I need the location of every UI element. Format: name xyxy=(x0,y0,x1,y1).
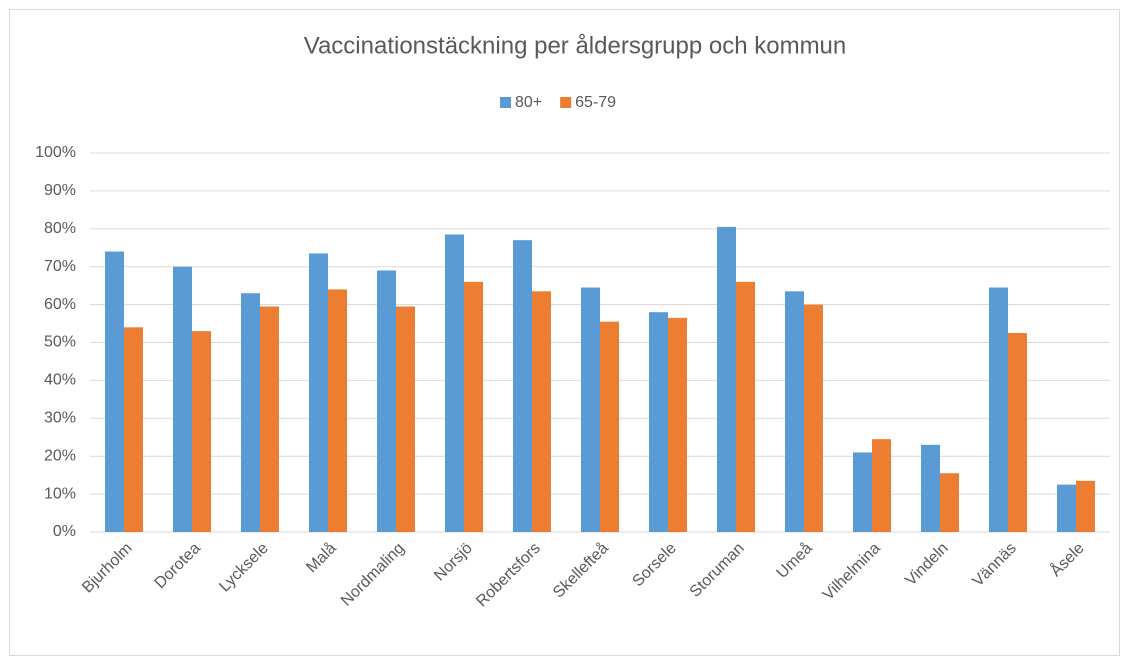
y-tick-label: 50% xyxy=(44,334,76,351)
bar xyxy=(1076,480,1095,532)
y-tick-label: 70% xyxy=(44,258,76,275)
bar xyxy=(192,331,211,532)
legend-swatch xyxy=(500,97,511,108)
y-tick-label: 30% xyxy=(44,410,76,427)
bar xyxy=(377,270,396,532)
y-tick-label: 40% xyxy=(44,372,76,389)
y-tick-label: 10% xyxy=(44,485,76,502)
legend-label: 80+ xyxy=(515,94,542,111)
bar xyxy=(105,251,124,533)
bar xyxy=(260,306,279,532)
bar xyxy=(940,473,959,532)
chart-title: Vaccinationstäckning per åldersgrupp och… xyxy=(304,32,847,59)
y-tick-label: 90% xyxy=(44,182,76,199)
bar xyxy=(328,289,347,532)
bar xyxy=(445,234,464,533)
bar xyxy=(1057,484,1076,532)
bar xyxy=(581,287,600,532)
y-tick-label: 20% xyxy=(44,447,76,464)
legend-label: 65-79 xyxy=(575,94,616,111)
bar xyxy=(736,281,755,532)
bar xyxy=(1008,333,1027,532)
bar xyxy=(804,304,823,532)
bar xyxy=(649,312,668,532)
bar xyxy=(241,293,260,532)
bar xyxy=(600,321,619,532)
bar xyxy=(513,240,532,533)
y-tick-label: 0% xyxy=(53,523,76,540)
bar xyxy=(717,226,736,532)
y-tick-label: 100% xyxy=(35,144,76,161)
bar xyxy=(853,452,872,532)
bar xyxy=(396,306,415,532)
y-tick-label: 80% xyxy=(44,220,76,237)
bar xyxy=(989,287,1008,532)
bar xyxy=(309,253,328,532)
legend-swatch xyxy=(560,97,572,108)
bar xyxy=(872,439,891,532)
bar xyxy=(124,327,143,532)
bar xyxy=(532,291,551,532)
bar xyxy=(668,317,687,532)
bar xyxy=(464,281,483,532)
bar xyxy=(173,266,192,532)
bar xyxy=(921,444,940,532)
y-tick-label: 60% xyxy=(44,296,76,313)
bar xyxy=(785,291,804,532)
